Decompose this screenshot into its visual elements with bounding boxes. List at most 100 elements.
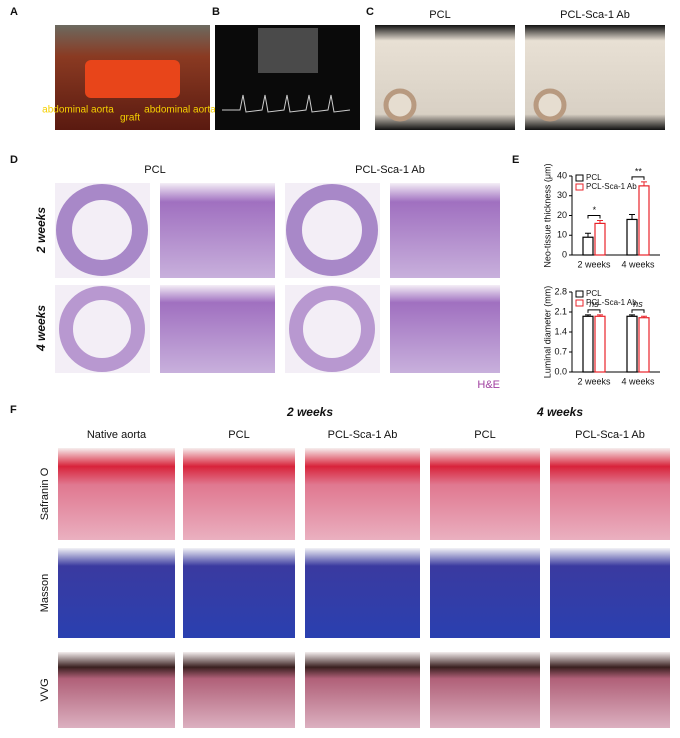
legend-swatch <box>575 299 584 307</box>
micrograph <box>160 285 275 373</box>
significance-bracket <box>587 214 601 219</box>
bar <box>638 317 650 373</box>
micrograph <box>183 548 295 638</box>
y-tick-label: 2.8 <box>554 286 567 296</box>
column-label: PCL-Sca-1 Ab <box>328 429 398 441</box>
micrograph <box>58 652 175 728</box>
micrograph <box>58 548 175 638</box>
group-label: 4 weeks <box>536 405 583 419</box>
group-label: 2 weeks <box>286 405 333 419</box>
x-tick-label: 4 weeks <box>621 259 655 269</box>
bar <box>626 218 638 256</box>
column-label: PCL <box>144 164 165 176</box>
micrograph <box>430 548 540 638</box>
row-label: 2 weeks <box>34 207 48 254</box>
row-label: 4 weeks <box>34 305 48 352</box>
x-tick-label: 4 weeks <box>621 376 655 386</box>
micrograph <box>305 652 420 728</box>
y-tick-label: 40 <box>557 170 567 180</box>
legend-label: PCL-Sca-1 Ab <box>586 298 637 307</box>
y-tick-label: 20 <box>557 210 567 220</box>
micrograph <box>305 448 420 540</box>
micrograph <box>160 183 275 278</box>
micrograph <box>58 448 175 540</box>
stain-label: H&E <box>477 379 500 391</box>
y-axis-label: Neo-tissue thickness (μm) <box>542 163 552 267</box>
legend-label: PCL-Sca-1 Ab <box>586 182 637 191</box>
bar <box>582 315 594 373</box>
significance-label: ** <box>634 166 642 176</box>
bar <box>626 315 638 373</box>
bar <box>582 236 594 256</box>
legend-label: PCL <box>586 173 602 182</box>
micrograph <box>550 548 670 638</box>
y-tick-label: 0.7 <box>554 346 567 356</box>
y-tick-label: 0.0 <box>554 366 567 376</box>
y-tick-label: 2.1 <box>554 306 567 316</box>
error-bar <box>629 214 635 220</box>
column-label: PCL <box>474 429 495 441</box>
panel-letter: E <box>512 154 519 166</box>
inset-photo <box>383 88 417 122</box>
waveform <box>222 94 351 113</box>
bar <box>594 222 606 256</box>
x-tick-label: 2 weeks <box>577 259 611 269</box>
micrograph <box>550 448 670 540</box>
photo-label: abdominal aorta <box>42 105 114 116</box>
micrograph <box>59 286 145 372</box>
photo-label: abdominal aorta <box>144 105 216 116</box>
micrograph <box>289 286 375 372</box>
micrograph <box>390 285 500 373</box>
legend-swatch <box>575 290 584 298</box>
column-label: PCL-Sca-1 Ab <box>560 9 630 21</box>
error-bar <box>597 219 603 224</box>
inset-photo <box>533 88 567 122</box>
y-tick-label: 1.4 <box>554 326 567 336</box>
y-tick-label: 10 <box>557 230 567 240</box>
micrograph <box>183 448 295 540</box>
error-bar <box>585 232 591 238</box>
row-label: Masson <box>39 574 51 613</box>
error-bar <box>641 315 647 318</box>
column-label: PCL-Sca-1 Ab <box>575 429 645 441</box>
stain-grid: Native aorta PCL PCL-Sca-1 Ab PCL PCL-Sca-1 … <box>39 429 670 728</box>
micrograph <box>305 548 420 638</box>
row-label: VVG <box>39 678 51 701</box>
micrograph <box>183 652 295 728</box>
column-label: Native aorta <box>87 429 147 441</box>
photo-label: graft <box>120 113 140 124</box>
legend-swatch <box>575 183 584 191</box>
error-bar <box>629 314 635 317</box>
ultrasound-doppler <box>258 28 318 73</box>
charts: 0 10 20 30 40 Neo-tissue thickness (μm) 2 week… <box>542 163 660 386</box>
error-bar <box>597 314 603 317</box>
micrograph <box>430 448 540 540</box>
micrograph <box>286 184 378 276</box>
significance-label: ns <box>589 299 599 309</box>
row-label: Safranin O <box>39 467 51 520</box>
y-axis-label: Luminal diameter (mm) <box>542 286 552 379</box>
bar <box>638 185 650 256</box>
error-bar <box>641 181 647 186</box>
micrograph <box>56 184 148 276</box>
significance-bracket <box>631 309 645 313</box>
panel-letter: D <box>10 154 18 166</box>
column-label: PCL <box>429 9 450 21</box>
graft-image <box>85 60 180 98</box>
significance-bracket <box>631 176 645 180</box>
micrograph <box>550 652 670 728</box>
micrograph <box>430 652 540 728</box>
column-label: PCL-Sca-1 Ab <box>355 164 425 176</box>
panel-letter: C <box>366 6 374 18</box>
significance-bracket <box>587 309 601 313</box>
error-bar <box>585 314 591 317</box>
panel-letter: A <box>10 6 18 18</box>
histology-grid <box>55 183 500 373</box>
x-tick-label: 2 weeks <box>577 376 611 386</box>
legend-swatch <box>575 174 584 182</box>
column-label: PCL <box>228 429 249 441</box>
bar <box>594 315 606 373</box>
micrograph <box>390 183 500 278</box>
legend-label: PCL <box>586 289 602 298</box>
